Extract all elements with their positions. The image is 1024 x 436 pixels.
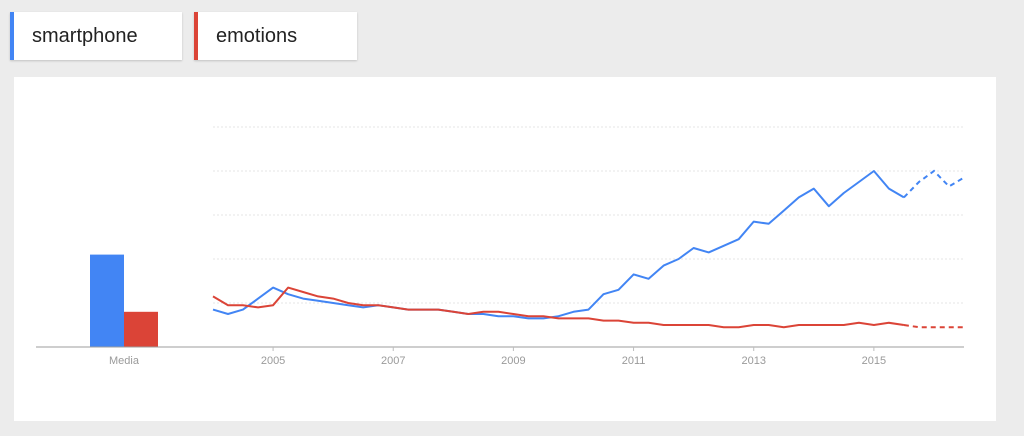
search-term-chip-smartphone[interactable]: smartphone bbox=[10, 12, 182, 60]
trend-line-emotions bbox=[212, 286, 905, 329]
forecast-line-smartphone bbox=[903, 169, 965, 199]
x-tick-label: 2009 bbox=[501, 355, 525, 367]
term-color-marker bbox=[10, 12, 14, 60]
forecast-line-emotions bbox=[903, 324, 964, 329]
x-tick-label: 2015 bbox=[862, 355, 886, 367]
average-bar-emotions bbox=[124, 311, 158, 347]
chart-card: Media 2005 2007 2009 2011 2013 2015 bbox=[14, 77, 996, 421]
x-tick-label: 2005 bbox=[261, 355, 285, 367]
average-label: Media bbox=[109, 355, 140, 367]
average-bars bbox=[90, 254, 158, 347]
term-label: smartphone bbox=[32, 24, 138, 47]
x-tick-label: 2007 bbox=[381, 355, 405, 367]
x-tick-label: 2011 bbox=[622, 355, 646, 367]
x-axis: Media 2005 2007 2009 2011 2013 2015 bbox=[36, 346, 964, 367]
term-color-marker bbox=[194, 12, 198, 60]
x-tick-label: 2013 bbox=[741, 355, 765, 367]
average-bar-smartphone bbox=[90, 254, 124, 347]
grid-lines bbox=[213, 126, 964, 304]
interest-over-time-chart: Media 2005 2007 2009 2011 2013 2015 bbox=[36, 126, 965, 367]
search-term-chip-emotions[interactable]: emotions bbox=[194, 12, 357, 60]
trend-line-smartphone bbox=[212, 170, 905, 320]
trend-lines bbox=[212, 169, 965, 329]
term-label: emotions bbox=[216, 24, 298, 47]
